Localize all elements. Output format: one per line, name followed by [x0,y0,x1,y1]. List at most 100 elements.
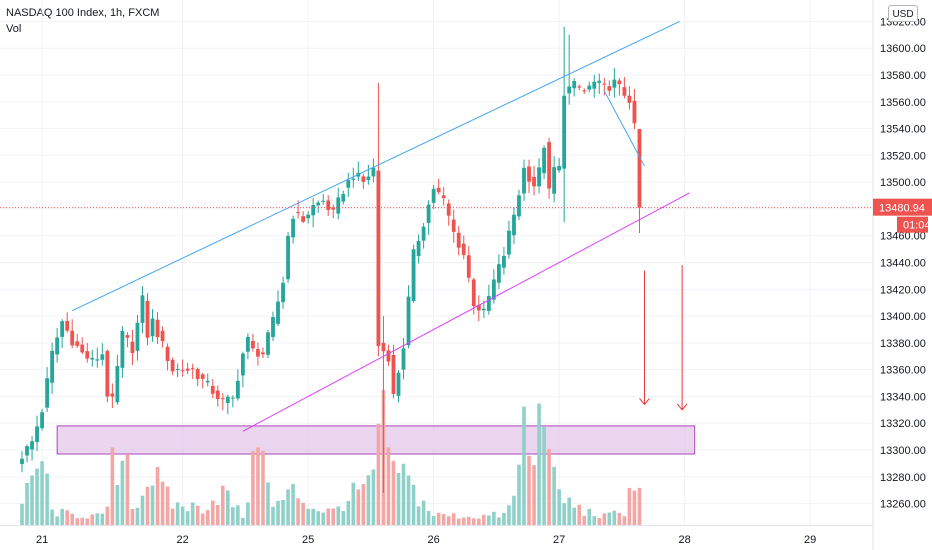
candle-body[interactable] [522,167,526,194]
candle-body[interactable] [321,200,326,202]
candle-body[interactable] [291,218,295,238]
upper-channel-line[interactable] [71,20,680,312]
candle-body[interactable] [431,188,436,203]
candle-body[interactable] [537,167,541,187]
candle-body[interactable] [316,202,321,206]
candle-body[interactable] [612,79,617,88]
candle-body[interactable] [572,80,577,89]
candle-body[interactable] [366,176,371,180]
candle-body[interactable] [160,330,165,342]
candle-body[interactable] [371,167,376,177]
candle-body[interactable] [426,204,431,223]
candle-body[interactable] [190,368,195,370]
candle-body[interactable] [251,340,255,349]
candle-body[interactable] [461,243,466,255]
candle-body[interactable] [326,200,331,210]
candle-body[interactable] [266,332,270,355]
candle-body[interactable] [100,354,105,360]
candle-body[interactable] [617,80,622,85]
candle-body[interactable] [230,397,235,399]
volume-indicator-label[interactable]: Vol [6,23,22,35]
candle-body[interactable] [451,219,456,232]
candle-body[interactable] [110,393,115,397]
candle-body[interactable] [607,86,612,91]
candle-body[interactable] [391,355,396,394]
candle-body[interactable] [90,357,95,360]
candle-body[interactable] [622,87,627,96]
candle-body[interactable] [40,412,44,429]
short-down-line[interactable] [603,90,645,167]
candle-body[interactable] [180,370,185,372]
candle-body[interactable] [125,335,130,338]
candle-body[interactable] [532,176,536,187]
candle-body[interactable] [220,398,225,400]
candle-body[interactable] [557,165,562,171]
candle-body[interactable] [276,301,280,324]
candle-body[interactable] [441,195,446,199]
candle-body[interactable] [637,129,642,208]
candle-body[interactable] [471,279,476,307]
candle-body[interactable] [361,176,366,182]
candle-body[interactable] [351,178,356,180]
candle-body[interactable] [311,204,316,216]
candle-body[interactable] [50,350,55,383]
candle-body[interactable] [491,279,496,300]
candle-body[interactable] [95,359,100,361]
candle-body[interactable] [336,197,341,214]
candle-body[interactable] [25,446,29,456]
candle-body[interactable] [602,83,607,85]
candle-body[interactable] [30,441,34,450]
candle-body[interactable] [225,396,230,404]
candle-body[interactable] [205,380,210,383]
candle-body[interactable] [577,86,582,88]
candle-body[interactable] [70,330,75,346]
candle-body[interactable] [246,336,250,352]
candle-body[interactable] [512,214,516,236]
candle-body[interactable] [341,194,346,202]
candle-body[interactable] [386,350,391,362]
candle-body[interactable] [65,320,70,331]
candle-body[interactable] [331,207,336,210]
candle-body[interactable] [436,187,441,193]
candle-body[interactable] [60,321,65,337]
candle-body[interactable] [597,80,602,83]
candle-body[interactable] [55,337,60,355]
candle-body[interactable] [185,368,190,371]
candle-body[interactable] [145,300,150,338]
candle-body[interactable] [45,378,49,408]
candle-body[interactable] [542,147,546,174]
candle-body[interactable] [296,212,300,214]
candle-body[interactable] [632,100,637,124]
candle-body[interactable] [120,330,125,368]
candle-body[interactable] [502,256,506,268]
candle-body[interactable] [567,86,572,94]
candle-body[interactable] [587,85,592,90]
candle-body[interactable] [346,180,351,188]
candle-body[interactable] [130,341,135,354]
candle-body[interactable] [486,296,491,311]
candle-body[interactable] [80,344,85,353]
candle-body[interactable] [466,255,471,278]
candle-body[interactable] [195,368,200,380]
candle-body[interactable] [481,308,486,311]
candle-body[interactable] [416,240,421,257]
candle-body[interactable] [306,214,311,219]
candle-body[interactable] [75,341,80,346]
candle-body[interactable] [175,368,180,370]
candle-body[interactable] [261,352,265,355]
currency-button[interactable]: USD [888,5,918,22]
candle-body[interactable] [456,232,461,248]
candle-body[interactable] [301,216,306,222]
candle-body[interactable] [210,385,215,394]
support-zone-rectangle[interactable] [56,425,696,455]
candle-body[interactable] [281,282,285,303]
candle-body[interactable] [547,142,551,189]
candle-body[interactable] [627,95,632,103]
candle-body[interactable] [582,90,587,92]
candle-body[interactable] [497,264,501,283]
candle-body[interactable] [256,349,260,357]
candle-body[interactable] [592,81,597,89]
candle-body[interactable] [271,317,275,338]
candle-body[interactable] [115,366,120,403]
